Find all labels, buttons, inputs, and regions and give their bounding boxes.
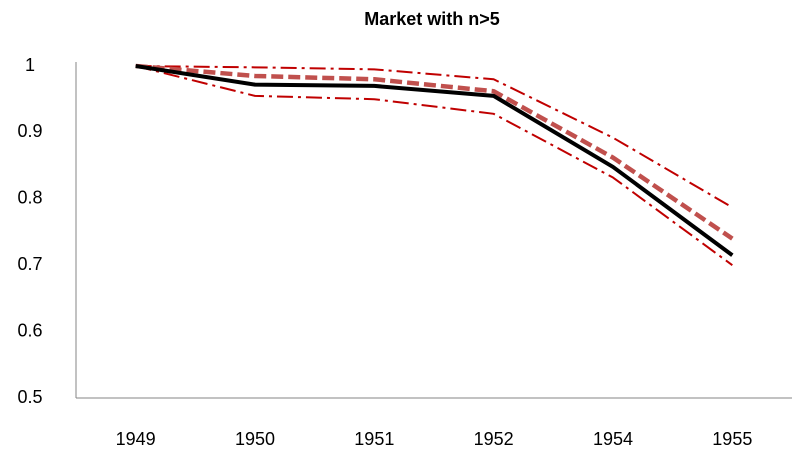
- y-tick-label: 0.5: [17, 387, 42, 407]
- chart-title: Market with n>5: [364, 9, 500, 29]
- y-tick-label: 1: [25, 55, 35, 75]
- x-tick-label: 1950: [235, 429, 275, 449]
- x-tick-label: 1955: [712, 429, 752, 449]
- series-line: [135, 65, 733, 209]
- y-tick-label: 0.8: [17, 188, 42, 208]
- series-line: [135, 64, 734, 257]
- y-tick-label: 0.6: [17, 320, 42, 340]
- series-line: [135, 65, 733, 267]
- y-tick-label: 0.9: [17, 121, 42, 141]
- x-tick-label: 1952: [474, 429, 514, 449]
- x-tick-label: 1951: [354, 429, 394, 449]
- series-line: [135, 63, 734, 241]
- y-tick-label: 0.7: [17, 254, 42, 274]
- x-tick-label: 1954: [593, 429, 633, 449]
- x-tick-label: 1949: [116, 429, 156, 449]
